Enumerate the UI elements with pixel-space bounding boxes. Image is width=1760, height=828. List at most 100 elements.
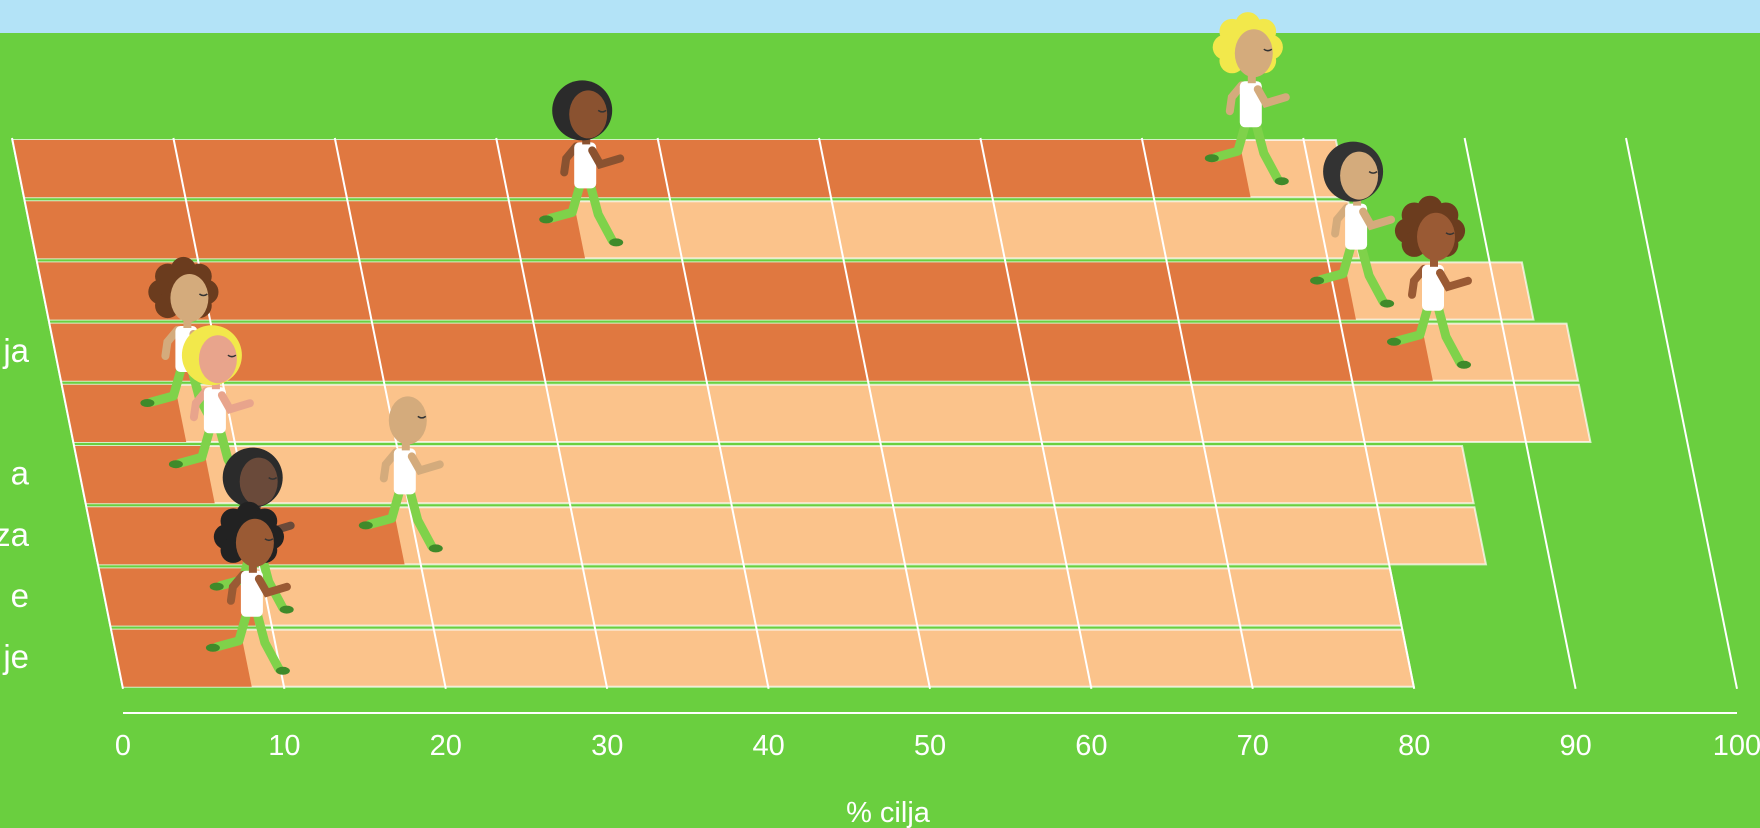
lane-label: e xyxy=(11,577,29,614)
runner-eye xyxy=(597,109,607,113)
lane-1 xyxy=(11,139,1349,199)
lane-progress-bar xyxy=(49,323,1433,381)
runner-back-arm xyxy=(560,142,581,177)
runner-front-leg xyxy=(1356,241,1388,307)
x-tick-label: 20 xyxy=(430,730,462,762)
grid-line xyxy=(1625,137,1738,689)
lane-progress-bar xyxy=(37,262,1356,320)
lane-3 xyxy=(35,261,1535,321)
x-tick-label: 30 xyxy=(591,730,623,762)
runner-back-leg xyxy=(1393,302,1433,346)
runner-lane-2 xyxy=(539,80,625,247)
runner-front-leg xyxy=(1433,302,1465,368)
lane-4 xyxy=(48,322,1580,382)
runner-back-arm xyxy=(1331,203,1352,238)
runner-front-arm xyxy=(407,452,444,476)
x-tick-label: 10 xyxy=(268,730,300,762)
runner-head xyxy=(388,396,427,445)
lane-progress-bar xyxy=(24,201,586,259)
runner-front-leg xyxy=(252,608,284,674)
grid-line xyxy=(656,137,770,689)
runner-eye xyxy=(1368,170,1378,174)
runner-back-leg xyxy=(212,608,252,652)
lane-label: ja xyxy=(2,332,29,369)
runner-back-leg xyxy=(1316,241,1356,285)
runner-head xyxy=(569,90,608,139)
runner-lane-6 xyxy=(168,325,254,492)
x-tick-label: 0 xyxy=(115,730,131,762)
runner-head xyxy=(235,518,274,567)
lane-5 xyxy=(60,383,1592,443)
runner-shoe xyxy=(168,460,183,469)
lane-progress-bar xyxy=(12,140,1251,198)
runner-shoe xyxy=(140,399,155,407)
runner-back-leg xyxy=(365,485,405,529)
runner-front-arm xyxy=(1436,268,1472,292)
start-line xyxy=(11,137,124,689)
runner-shoe xyxy=(1274,177,1289,186)
runner-shoe xyxy=(1380,299,1395,308)
runner-shoe xyxy=(1204,154,1219,163)
runner-shoe xyxy=(358,521,373,530)
runner-eye xyxy=(417,415,427,419)
runner-head xyxy=(198,335,237,384)
runner-shoe xyxy=(1457,360,1471,369)
runner-eye xyxy=(268,476,278,480)
runner-front-arm xyxy=(1253,85,1290,108)
runner-lane-3 xyxy=(1310,141,1396,308)
runners xyxy=(140,12,1472,675)
x-tick-label: 70 xyxy=(1237,730,1269,762)
runner-eye xyxy=(1445,232,1455,236)
x-tick-label: 60 xyxy=(1075,730,1107,762)
runner-lane-4 xyxy=(1387,195,1472,369)
lane-labels: ja a za e je xyxy=(0,332,30,675)
runner-back-arm xyxy=(1225,81,1246,116)
runner-shoe xyxy=(609,238,624,247)
x-tick-label: 80 xyxy=(1398,730,1430,762)
runner-eye xyxy=(1263,48,1273,52)
runner-front-arm xyxy=(588,146,625,170)
runner-eye xyxy=(227,354,237,358)
runner-head xyxy=(1234,29,1273,78)
grid-line xyxy=(1463,137,1577,689)
runner-shoe xyxy=(205,643,220,652)
runner-front-arm xyxy=(217,391,254,414)
x-tick-labels: 0 10 20 30 40 50 60 70 80 90 100 xyxy=(115,730,1760,762)
runner-head xyxy=(239,457,278,506)
lane-progress-bar xyxy=(74,446,215,504)
runner-neck xyxy=(1430,256,1438,267)
grid-lines xyxy=(11,137,1738,689)
runner-front-leg xyxy=(1251,118,1283,184)
sky xyxy=(0,0,1760,33)
x-tick-label: 90 xyxy=(1559,730,1591,762)
runner-back-arm xyxy=(226,570,247,605)
runner-back-leg xyxy=(175,424,215,468)
runner-lane-1 xyxy=(1204,12,1290,186)
runner-shoe xyxy=(539,215,554,224)
runner-eye xyxy=(198,293,208,297)
lane-7 xyxy=(85,506,1488,566)
x-tick-label: 40 xyxy=(752,730,784,762)
lane-remaining xyxy=(60,383,1592,443)
runner-back-arm xyxy=(189,387,210,422)
grid-line xyxy=(818,137,931,689)
runner-front-leg xyxy=(585,179,617,245)
runner-front-arm xyxy=(254,574,291,598)
runner-lane-9 xyxy=(205,501,291,675)
runner-back-arm xyxy=(1408,264,1428,299)
grid-line xyxy=(1302,137,1416,689)
x-tick-label: 100 xyxy=(1713,730,1760,762)
runner-neck xyxy=(401,440,410,451)
lane-remaining xyxy=(72,445,1475,505)
runner-back-arm xyxy=(161,326,182,360)
runner-lane-7 xyxy=(358,396,444,553)
runner-back-leg xyxy=(1211,118,1251,162)
runner-eye xyxy=(264,538,274,542)
lane-6 xyxy=(72,445,1475,505)
x-tick-label: 50 xyxy=(914,730,946,762)
runner-head xyxy=(1417,212,1455,261)
runner-back-leg xyxy=(146,363,186,407)
runner-head xyxy=(170,274,209,322)
